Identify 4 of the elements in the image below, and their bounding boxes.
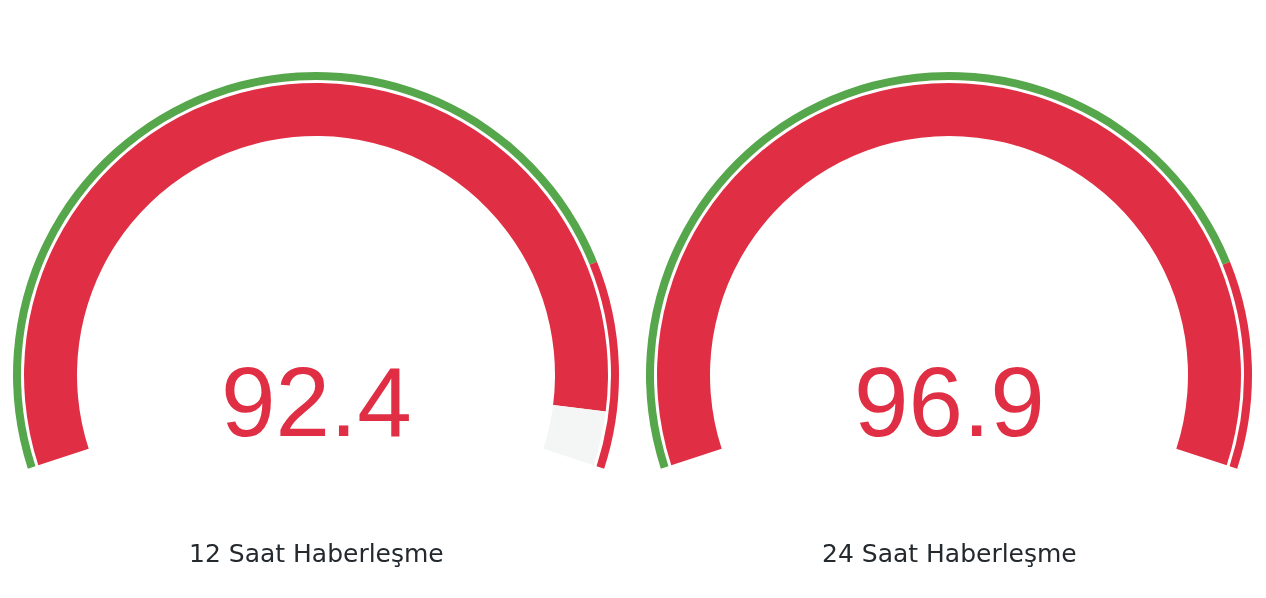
text: 96.9 (854, 347, 1045, 457)
text: 12 Saat Haberleşme (189, 539, 444, 568)
text: 24 Saat Haberleşme (822, 539, 1077, 568)
text: 92.4 (221, 347, 412, 457)
